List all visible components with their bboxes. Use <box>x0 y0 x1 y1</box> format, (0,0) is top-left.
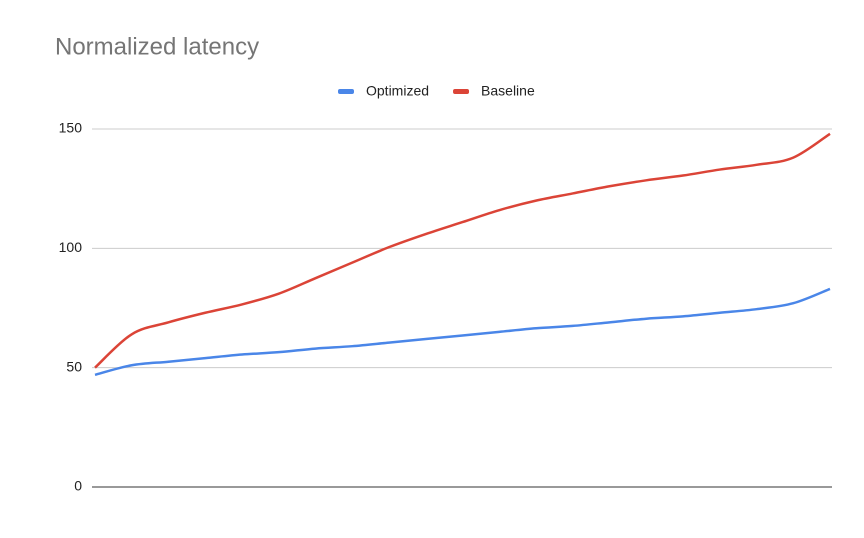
legend-label: Baseline <box>481 83 535 99</box>
y-tick-label: 50 <box>66 358 82 374</box>
legend-swatch <box>453 89 470 94</box>
line-series <box>94 287 831 377</box>
legend-swatch <box>338 89 354 94</box>
y-tick-label: 100 <box>59 239 83 255</box>
legend: Optimized Baseline <box>338 83 535 99</box>
y-tick-label: 0 <box>74 478 82 494</box>
y-tick-label: 150 <box>59 120 83 136</box>
legend-label: Optimized <box>366 83 429 99</box>
chart-title: Normalized latency <box>55 33 259 60</box>
line-series <box>94 132 831 369</box>
